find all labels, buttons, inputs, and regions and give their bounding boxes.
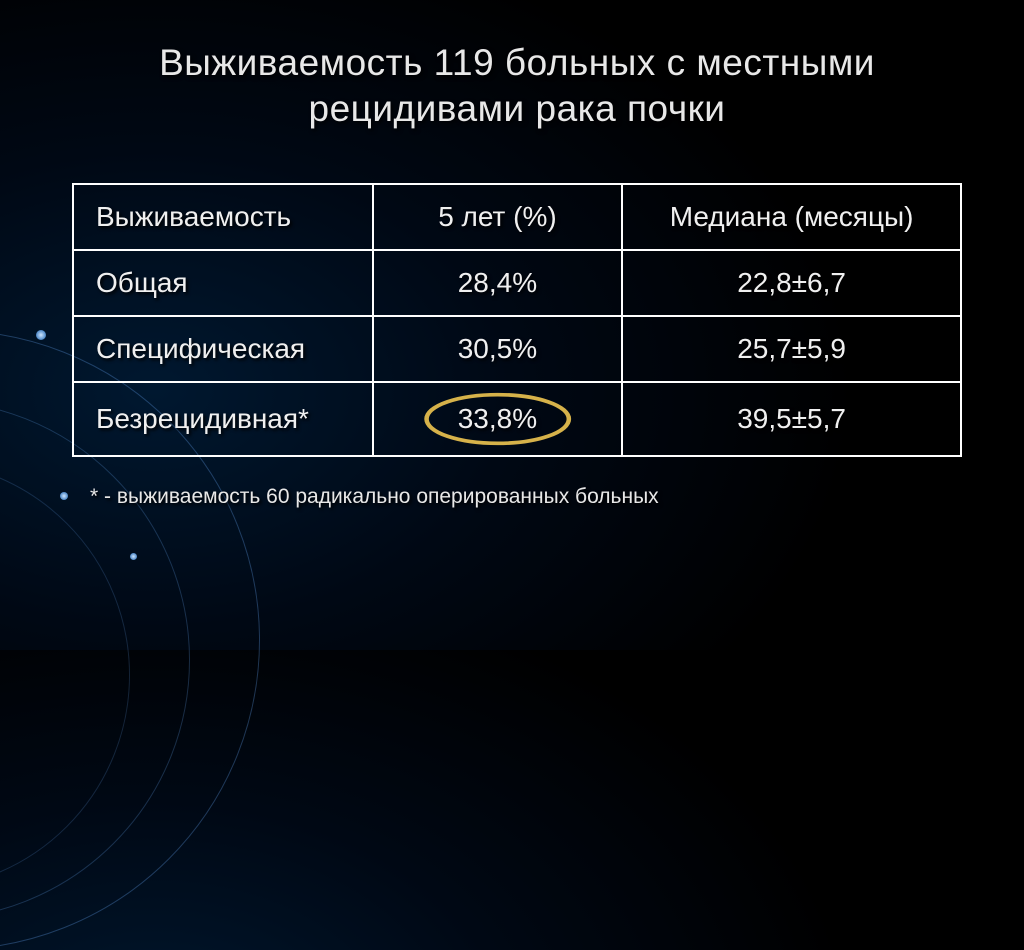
header-cell-five-year: 5 лет (%)	[373, 184, 622, 250]
row-label: Специфическая	[73, 316, 373, 382]
ellipse-icon	[422, 391, 573, 447]
row-median: 39,5±5,7	[622, 382, 961, 456]
row-five-year: 30,5%	[373, 316, 622, 382]
table-header-row: Выживаемость 5 лет (%) Медиана (месяцы)	[73, 184, 961, 250]
slide-title: Выживаемость 119 больных с местными реци…	[70, 40, 964, 133]
table-row: Общая 28,4% 22,8±6,7	[73, 250, 961, 316]
row-label: Общая	[73, 250, 373, 316]
highlight-ellipse: 33,8%	[436, 399, 559, 439]
slide: Выживаемость 119 больных с местными реци…	[0, 0, 1024, 650]
row-median: 22,8±6,7	[622, 250, 961, 316]
table-row: Специфическая 30,5% 25,7±5,9	[73, 316, 961, 382]
row-five-year-highlighted: 33,8%	[373, 382, 622, 456]
footnote: * - выживаемость 60 радикально оперирова…	[90, 485, 964, 509]
header-cell-survival: Выживаемость	[73, 184, 373, 250]
row-label: Безрецидивная*	[73, 382, 373, 456]
row-five-year: 28,4%	[373, 250, 622, 316]
row-median: 25,7±5,9	[622, 316, 961, 382]
table-row: Безрецидивная* 33,8% 39,5±5,7	[73, 382, 961, 456]
header-cell-median: Медиана (месяцы)	[622, 184, 961, 250]
survival-table: Выживаемость 5 лет (%) Медиана (месяцы) …	[72, 183, 962, 457]
